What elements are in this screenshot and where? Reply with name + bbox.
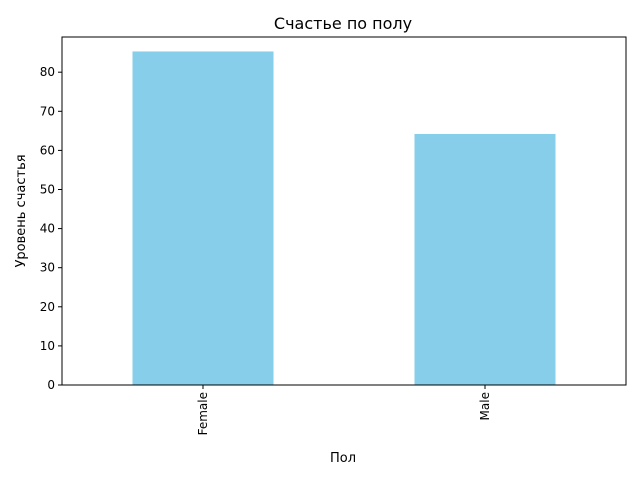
x-axis: Female Male <box>196 385 492 435</box>
y-tick-label: 80 <box>40 65 55 79</box>
y-axis-label: Уровень счастья <box>14 154 29 267</box>
y-tick-label: 60 <box>40 143 55 157</box>
bar-male <box>414 133 556 385</box>
x-axis-label: Пол <box>330 451 356 466</box>
y-tick-label: 40 <box>40 222 55 236</box>
x-tick-label-male: Male <box>478 392 492 420</box>
y-tick-label: 70 <box>40 104 55 118</box>
y-tick-label: 50 <box>40 182 55 196</box>
y-tick-label: 10 <box>40 339 55 353</box>
chart-title: Счастье по полу <box>274 14 412 33</box>
y-tick-label: 30 <box>40 261 55 275</box>
bars-group <box>132 51 556 386</box>
y-axis: 0 10 20 30 40 50 60 70 80 <box>40 65 62 392</box>
bar-female <box>132 51 274 386</box>
x-tick-label-female: Female <box>196 392 210 435</box>
y-tick-label: 0 <box>47 378 55 392</box>
y-tick-label: 20 <box>40 300 55 314</box>
plot-frame <box>61 36 627 386</box>
